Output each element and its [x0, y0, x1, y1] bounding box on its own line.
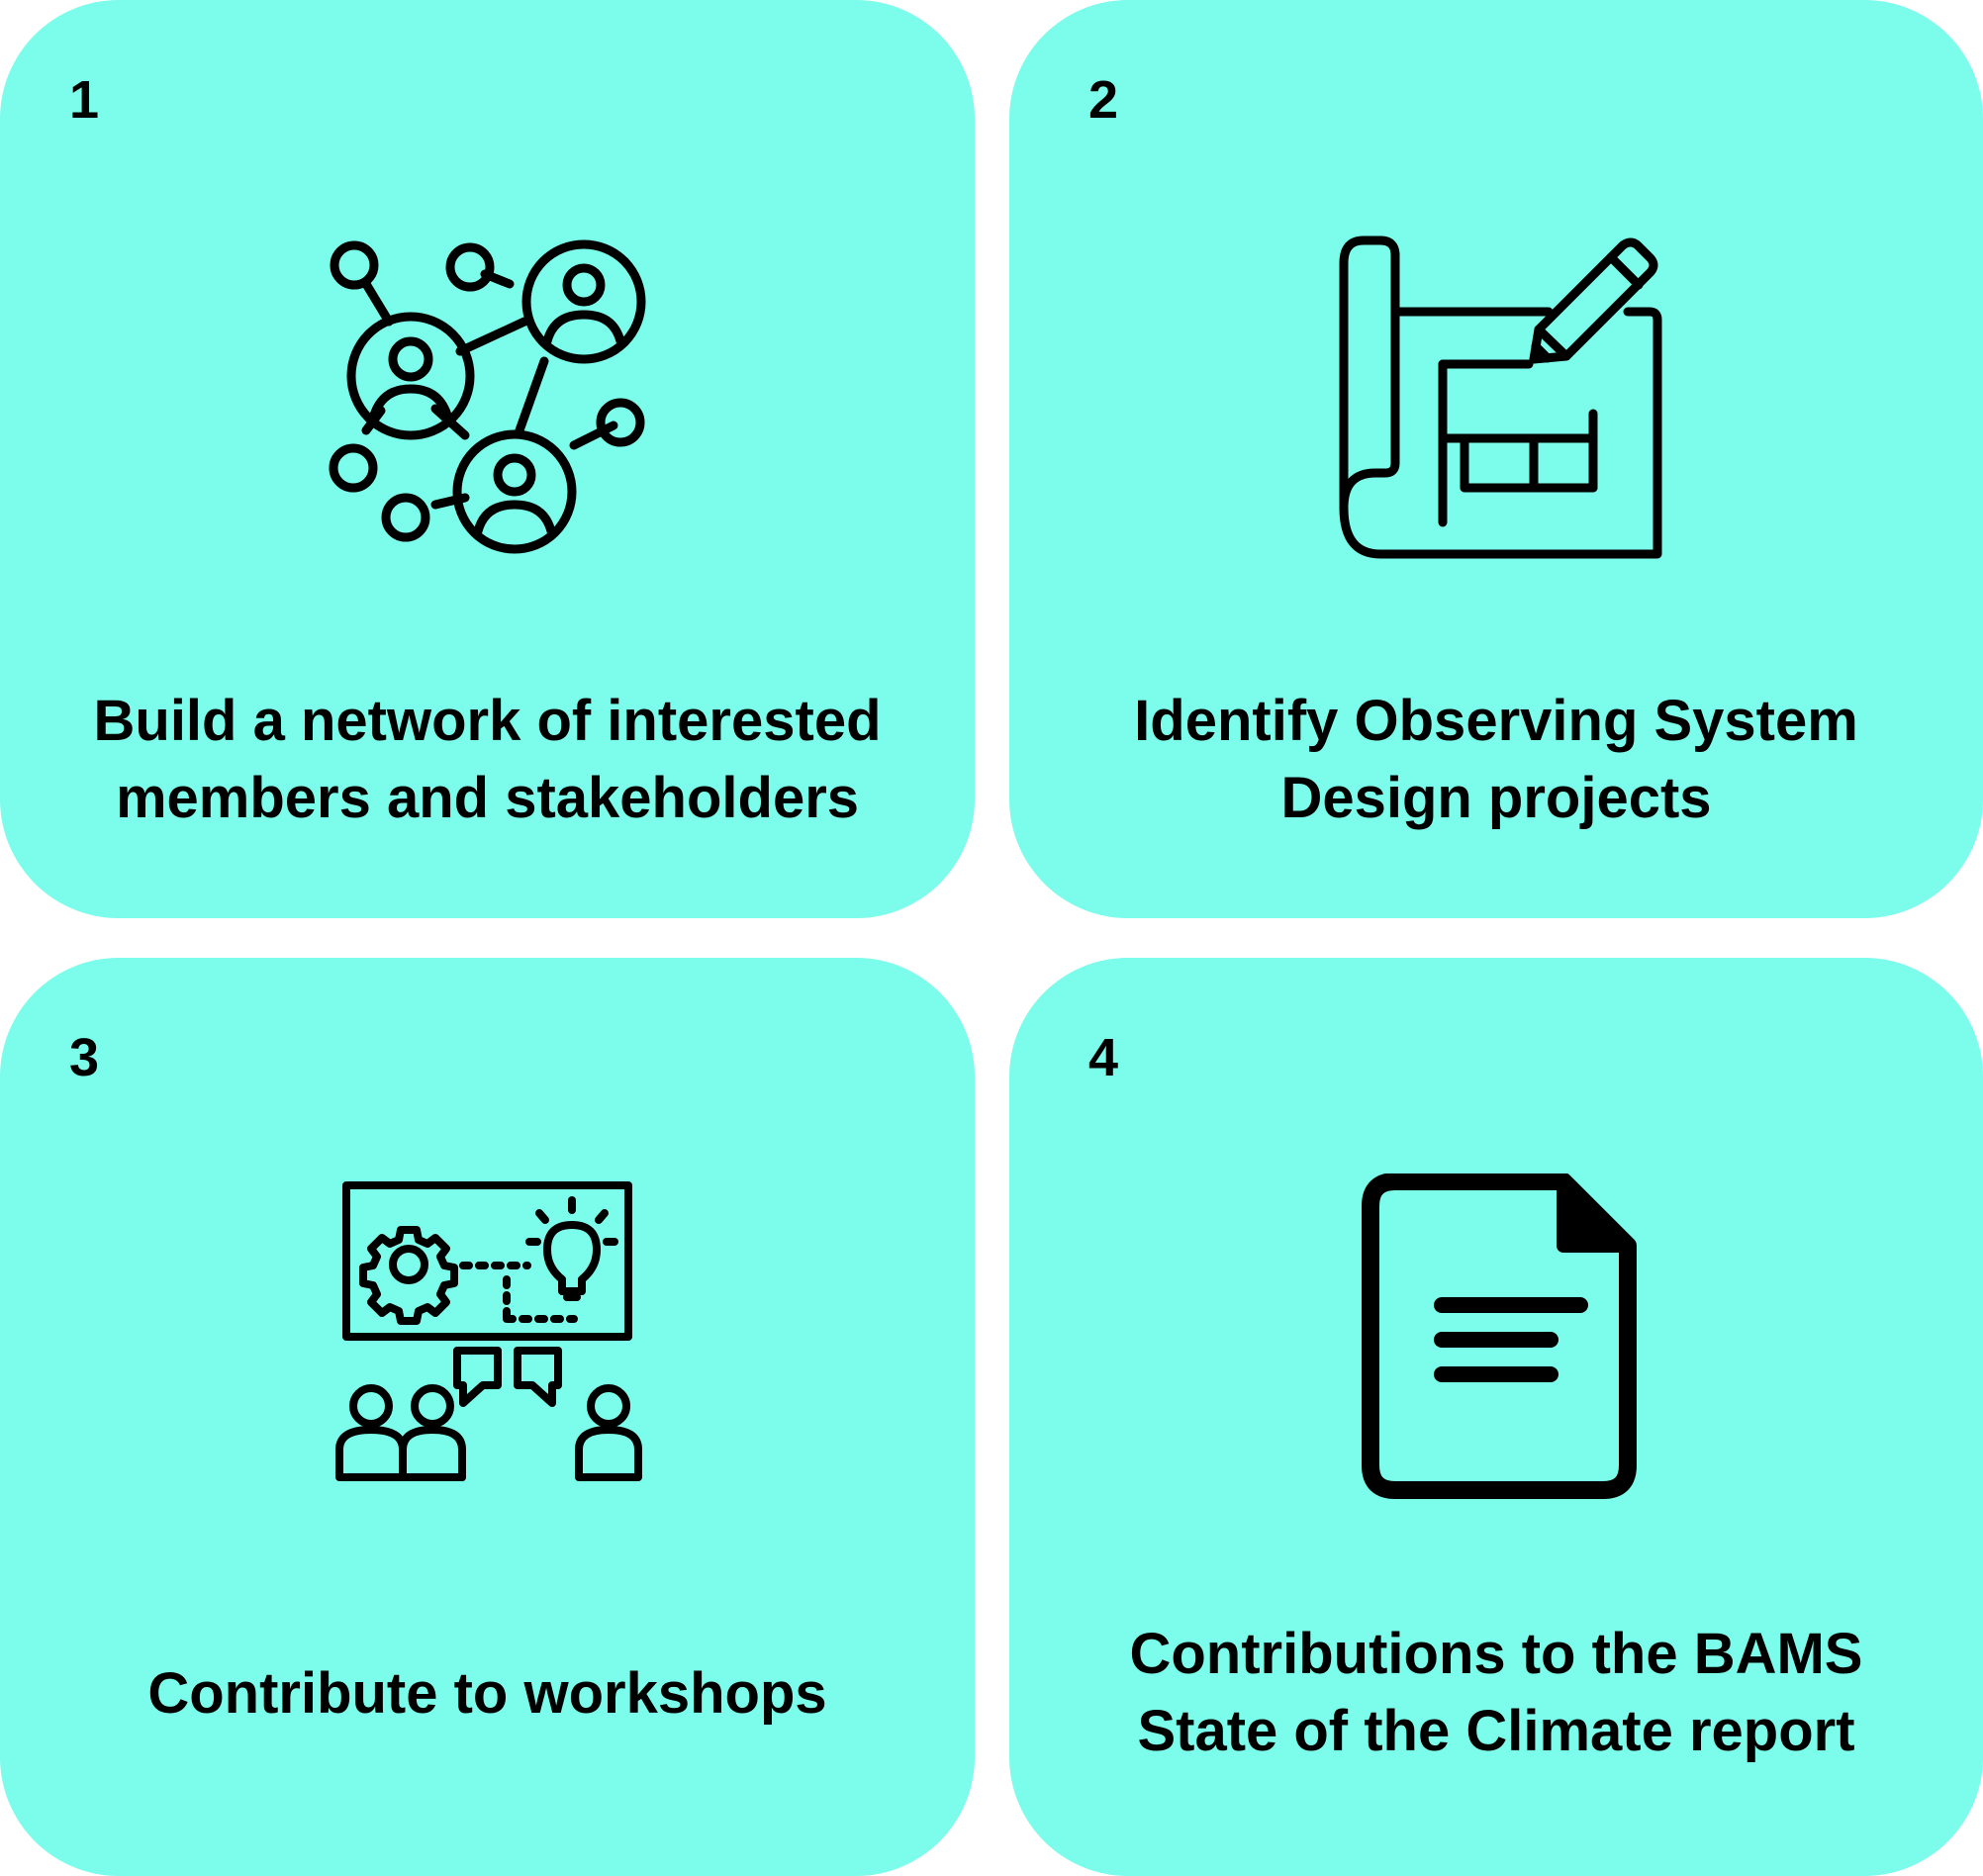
caption-line: Contribute to workshops: [147, 1661, 827, 1726]
card-observing-system: 2 Identify Observing System Design proje…: [1009, 0, 1983, 918]
step-number: 1: [69, 70, 100, 130]
card-build-network: 1: [0, 0, 975, 918]
caption-line: State of the Climate report: [1137, 1699, 1855, 1763]
step-number: 4: [1088, 1028, 1119, 1087]
card-caption: Identify Observing System Design project…: [1009, 683, 1983, 837]
blueprint-pencil-icon: [1336, 235, 1662, 562]
step-number: 2: [1088, 70, 1119, 130]
caption-line: members and stakeholders: [115, 766, 860, 830]
card-workshops: 3: [0, 958, 975, 1876]
caption-line: Contributions to the BAMS: [1129, 1622, 1863, 1686]
card-caption: Build a network of interested members an…: [0, 683, 975, 837]
caption-line: Identify Observing System: [1134, 689, 1858, 753]
caption-line: Build a network of interested: [93, 689, 882, 753]
step-number: 3: [69, 1028, 100, 1087]
network-people-icon: [322, 233, 658, 559]
card-caption: Contributions to the BAMS State of the C…: [1009, 1616, 1983, 1770]
workshop-presentation-icon: [331, 1180, 648, 1487]
card-bams-report: 4 Contributions to the BAMS State of the…: [1009, 958, 1983, 1876]
caption-line: Design projects: [1280, 766, 1712, 830]
card-caption: Contribute to workshops: [0, 1655, 975, 1733]
document-icon: [1361, 1173, 1648, 1500]
